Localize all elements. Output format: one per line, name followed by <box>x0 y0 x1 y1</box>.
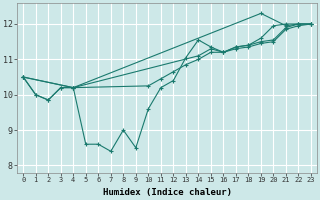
X-axis label: Humidex (Indice chaleur): Humidex (Indice chaleur) <box>103 188 232 197</box>
